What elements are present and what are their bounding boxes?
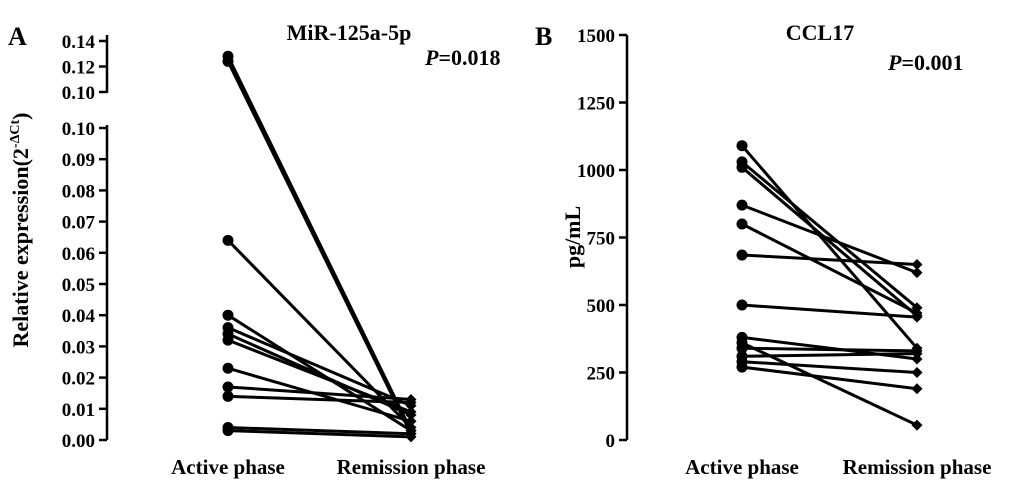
panel-b-pair-line: [741, 160, 918, 309]
panel-a-ylabel-sup: -ΔCt: [8, 120, 23, 149]
panel-a-y-tick-label: 0.09: [62, 150, 95, 171]
panel-b-pair-line: [741, 166, 918, 317]
panel-a-active-point: [222, 390, 234, 402]
panel-a-pair-line: [226, 55, 413, 432]
panel-a: A MiR-125a-5p P=0.018 Relative expressio…: [8, 20, 501, 479]
panel-a-remission-point: [405, 415, 417, 427]
panel-a-pair-line: [227, 426, 412, 436]
panel-a-active-point: [222, 334, 234, 346]
panel-a-p-value: P=0.018: [424, 45, 501, 70]
panel-b-p-letter: P: [887, 50, 902, 75]
panel-a-x-label-remission: Remission phase: [337, 455, 486, 479]
panel-b-remission-point: [911, 311, 923, 323]
panel-a-p-letter: P: [424, 45, 439, 70]
panel-a-y-tick-label: 0.10: [62, 83, 95, 104]
panel-b-x-label-remission: Remission phase: [843, 455, 992, 479]
panel-a-y-tick-label: 0.02: [62, 369, 95, 390]
panel-b-points: [736, 140, 923, 431]
panel-b-remission-point: [911, 367, 923, 378]
panel-b-y-tick-label: 0: [606, 431, 616, 452]
panel-b-pair-line: [741, 352, 918, 358]
panel-a-y-tick-label: 0.12: [62, 58, 95, 79]
panel-a-title: MiR-125a-5p: [287, 20, 412, 45]
panel-a-x-label-active: Active phase: [171, 455, 285, 479]
panel-b-remission-point: [911, 259, 923, 270]
panel-b-pair-line: [741, 365, 918, 391]
panel-a-pair-line: [226, 60, 413, 435]
panel-a-remission-point: [405, 431, 417, 443]
panel-b-active-point: [736, 361, 748, 373]
panel-b: B CCL17 P=0.001 pg/mL 0 250 500 750 1000 1250…: [535, 20, 991, 479]
panel-a-p-text: =0.018: [438, 45, 500, 70]
panel-b-y-tick-label: 750: [587, 229, 616, 250]
panel-a-pair-line: [227, 394, 412, 405]
panel-b-remission-point: [911, 267, 923, 279]
panel-b-active-point: [736, 249, 748, 261]
panel-a-pair-line: [227, 385, 412, 401]
panel-a-label: A: [8, 22, 27, 51]
panel-b-label: B: [535, 22, 552, 51]
panel-b-remission-point: [911, 383, 923, 395]
panel-b-active-point: [736, 299, 748, 311]
panel-b-y-tick-label: 250: [587, 364, 616, 385]
panel-a-y-tick-label: 0.06: [62, 244, 95, 265]
panel-a-remission-point: [405, 406, 417, 418]
panel-b-pair-line: [741, 253, 918, 266]
panel-a-ylabel-main: Relative expression(2: [8, 148, 33, 347]
panel-b-active-point: [736, 199, 748, 211]
panel-b-active-point: [736, 218, 748, 230]
panel-a-remission-point: [405, 397, 417, 409]
panel-a-y-tick-label: 0.00: [62, 431, 95, 452]
panel-a-ylabel-close: ): [8, 113, 33, 120]
panel-a-x-labels: Active phase Remission phase: [171, 455, 485, 479]
panel-b-remission-point: [911, 419, 923, 431]
panel-a-points: [222, 50, 417, 443]
panel-b-active-point: [736, 161, 748, 173]
panel-b-x-labels: Active phase Remission phase: [685, 455, 991, 479]
panel-a-y-tick-label: 0.03: [62, 337, 95, 358]
panel-a-active-point: [222, 55, 234, 67]
panel-a-pair-line: [227, 429, 412, 439]
panel-b-pair-line: [741, 303, 918, 319]
panel-b-pair-line: [741, 360, 918, 374]
panel-a-active-point: [222, 309, 234, 321]
panel-b-remission-point: [911, 348, 923, 360]
panel-b-y-tick-label: 1250: [577, 94, 615, 115]
panel-b-y-tick-label: 1500: [577, 26, 615, 47]
panel-b-pair-line: [741, 222, 918, 315]
panel-a-pair-line: [227, 326, 412, 408]
panel-b-pair-line: [740, 144, 919, 350]
panel-a-pair-line: [227, 338, 412, 414]
panel-a-y-ticks: 0.00 0.01 0.02 0.03 0.04 0.05 0.06 0.07 0.08 0.09…: [62, 32, 107, 452]
panel-b-x-label-active: Active phase: [685, 455, 799, 479]
panel-b-active-point: [736, 140, 748, 152]
panel-b-p-value: P=0.001: [887, 50, 964, 75]
panel-a-pair-line: [227, 366, 412, 423]
panel-b-active-point: [736, 342, 748, 354]
panel-a-active-point: [222, 425, 234, 437]
panel-b-y-ticks: 0 250 500 750 1000 1250 1500: [577, 26, 627, 452]
panel-a-y-tick-label: 0.08: [62, 181, 95, 202]
panel-b-p-text: =0.001: [901, 50, 963, 75]
panel-b-title: CCL17: [786, 20, 854, 45]
panel-a-lines: [226, 55, 413, 439]
panel-b-pair-line: [741, 346, 918, 353]
panel-a-y-tick-label: 0.04: [62, 306, 96, 327]
panel-a-y-tick-label: 0.07: [62, 213, 96, 234]
panel-a-active-point: [222, 381, 234, 393]
panel-b-ylabel: pg/mL: [560, 206, 585, 268]
panel-a-y-tick-label: 0.10: [62, 119, 95, 140]
panel-a-active-point: [222, 234, 234, 246]
panel-a-y-tick-label: 0.14: [62, 32, 96, 53]
panel-b-y-tick-label: 500: [587, 296, 616, 317]
panel-a-y-tick-label: 0.01: [62, 400, 95, 421]
panel-b-pair-line: [741, 203, 918, 274]
panel-a-y-tick-label: 0.05: [62, 275, 95, 296]
panel-a-active-point: [222, 362, 234, 374]
panel-b-y-tick-label: 1000: [577, 161, 615, 182]
panel-a-ylabel: Relative expression(2-ΔCt): [8, 113, 33, 348]
panel-b-lines: [740, 144, 919, 427]
